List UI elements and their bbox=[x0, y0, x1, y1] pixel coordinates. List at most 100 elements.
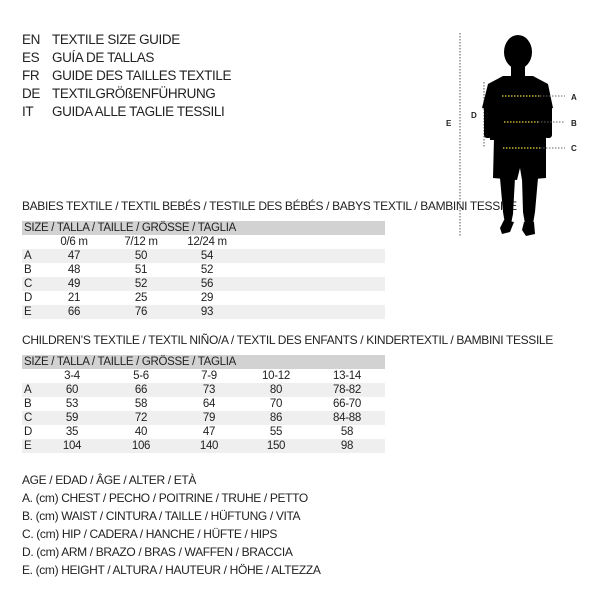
table-cell: 70 bbox=[269, 398, 283, 410]
label-c: C bbox=[571, 144, 577, 153]
table-row: A 47 50 54 bbox=[22, 249, 385, 263]
table-row: A 60 66 73 80 78-82 bbox=[22, 383, 385, 397]
row-label: C bbox=[24, 412, 33, 424]
row-label: D bbox=[24, 292, 33, 304]
row-label: E bbox=[24, 440, 32, 452]
table-cell: 56 bbox=[200, 278, 214, 290]
table-cell: 84-88 bbox=[333, 412, 361, 424]
table-cell: 54 bbox=[200, 250, 214, 262]
column-header: 3-4 bbox=[64, 370, 80, 382]
legend-line: E. (cm) HEIGHT / ALTURA / HAUTEUR / HÖHE… bbox=[22, 563, 321, 577]
table-cell: 35 bbox=[65, 426, 79, 438]
legend-line: D. (cm) ARM / BRAZO / BRAS / WAFFEN / BR… bbox=[22, 545, 293, 559]
table-cell: 49 bbox=[67, 278, 81, 290]
row-label: D bbox=[24, 426, 33, 438]
table-row: D 35 40 47 55 58 bbox=[22, 425, 385, 439]
table-row: C 49 52 56 bbox=[22, 277, 385, 291]
guide-title: GUÍA DE TALLAS bbox=[52, 50, 154, 65]
size-header-row: SIZE / TALLA / TAILLE / GRÖSSE / TAGLIA bbox=[22, 355, 385, 369]
table-cell: 76 bbox=[134, 306, 148, 318]
column-header: 7-9 bbox=[201, 370, 217, 382]
legend-line: A. (cm) CHEST / PECHO / POITRINE / TRUHE… bbox=[22, 491, 308, 505]
guide-title: GUIDE DES TAILLES TEXTILE bbox=[52, 68, 232, 83]
table-cell: 104 bbox=[62, 440, 82, 452]
row-label: A bbox=[24, 250, 32, 262]
table-cell: 93 bbox=[200, 306, 214, 318]
children-size-table: SIZE / TALLA / TAILLE / GRÖSSE / TAGLIA 3… bbox=[22, 355, 385, 453]
column-header-row: 3-4 5-6 7-9 10-12 13-14 bbox=[22, 369, 385, 383]
table-cell: 47 bbox=[67, 250, 81, 262]
table-cell: 150 bbox=[266, 440, 286, 452]
table-cell: 73 bbox=[202, 384, 216, 396]
table-cell: 53 bbox=[65, 398, 79, 410]
column-header: 0/6 m bbox=[60, 236, 88, 248]
column-header: 7/12 m bbox=[124, 236, 158, 248]
legend-line: C. (cm) HIP / CADERA / HANCHE / HÜFTE / … bbox=[22, 527, 278, 541]
language-code: FR bbox=[22, 68, 40, 83]
table-cell: 25 bbox=[134, 292, 148, 304]
column-header: 5-6 bbox=[133, 370, 149, 382]
table-cell: 51 bbox=[134, 264, 148, 276]
table-cell: 52 bbox=[134, 278, 148, 290]
language-code: EN bbox=[22, 32, 40, 47]
table-cell: 60 bbox=[65, 384, 79, 396]
babies-size-table: SIZE / TALLA / TAILLE / GRÖSSE / TAGLIA 0… bbox=[22, 221, 385, 319]
table-cell: 72 bbox=[134, 412, 148, 424]
language-line: ES GUÍA DE TALLAS bbox=[22, 49, 154, 67]
legend-line: B. (cm) WAIST / CINTURA / TAILLE / HÜFTU… bbox=[22, 509, 301, 523]
table-cell: 58 bbox=[340, 426, 354, 438]
column-header: 10-12 bbox=[262, 370, 290, 382]
guide-title: TEXTILE SIZE GUIDE bbox=[52, 32, 180, 47]
label-d: D bbox=[471, 111, 477, 120]
table-cell: 59 bbox=[65, 412, 79, 424]
table-row: B 48 51 52 bbox=[22, 263, 385, 277]
column-header-row: 0/6 m 7/12 m 12/24 m bbox=[22, 235, 385, 249]
table-row: D 21 25 29 bbox=[22, 291, 385, 305]
row-label: A bbox=[24, 384, 32, 396]
table-cell: 86 bbox=[269, 412, 283, 424]
label-a: A bbox=[571, 93, 577, 102]
label-b: B bbox=[571, 119, 577, 128]
column-header: 12/24 m bbox=[187, 236, 227, 248]
table-row: E 66 76 93 bbox=[22, 305, 385, 319]
table-cell: 48 bbox=[67, 264, 81, 276]
table-cell: 140 bbox=[199, 440, 219, 452]
row-label: C bbox=[24, 278, 33, 290]
table-cell: 106 bbox=[131, 440, 151, 452]
table-cell: 80 bbox=[269, 384, 283, 396]
language-code: DE bbox=[22, 86, 40, 101]
child-silhouette bbox=[482, 35, 553, 236]
table-cell: 66 bbox=[67, 306, 81, 318]
table-cell: 78-82 bbox=[333, 384, 361, 396]
row-label: B bbox=[24, 398, 32, 410]
table-cell: 66 bbox=[134, 384, 148, 396]
table-cell: 66-70 bbox=[333, 398, 361, 410]
table-cell: 29 bbox=[200, 292, 214, 304]
babies-title: BABIES TEXTILE / TEXTIL BEBÉS / TESTILE … bbox=[22, 199, 517, 213]
size-header-row: SIZE / TALLA / TAILLE / GRÖSSE / TAGLIA bbox=[22, 221, 385, 235]
legend-line: AGE / EDAD / ÂGE / ALTER / ETÀ bbox=[22, 473, 196, 487]
table-cell: 40 bbox=[134, 426, 148, 438]
children-title: CHILDREN’S TEXTILE / TEXTIL NIÑO/A / TEX… bbox=[22, 333, 553, 347]
row-label: E bbox=[24, 306, 32, 318]
table-cell: 58 bbox=[134, 398, 148, 410]
table-row: B 53 58 64 70 66-70 bbox=[22, 397, 385, 411]
table-cell: 79 bbox=[202, 412, 216, 424]
table-row: E 104 106 140 150 98 bbox=[22, 439, 385, 453]
row-label: B bbox=[24, 264, 32, 276]
table-cell: 47 bbox=[202, 426, 216, 438]
language-line: EN TEXTILE SIZE GUIDE bbox=[22, 31, 180, 49]
language-line: FR GUIDE DES TAILLES TEXTILE bbox=[22, 67, 231, 85]
table-cell: 98 bbox=[340, 440, 354, 452]
table-cell: 55 bbox=[269, 426, 283, 438]
language-code: ES bbox=[22, 50, 40, 65]
language-line: IT GUIDA ALLE TAGLIE TESSILI bbox=[22, 103, 225, 121]
table-cell: 52 bbox=[200, 264, 214, 276]
table-cell: 64 bbox=[202, 398, 216, 410]
language-code: IT bbox=[22, 104, 34, 119]
column-header: 13-14 bbox=[333, 370, 361, 382]
guide-title: TEXTILGRÖßENFÜHRUNG bbox=[52, 86, 216, 101]
guide-title: GUIDA ALLE TAGLIE TESSILI bbox=[52, 104, 225, 119]
table-row: C 59 72 79 86 84-88 bbox=[22, 411, 385, 425]
